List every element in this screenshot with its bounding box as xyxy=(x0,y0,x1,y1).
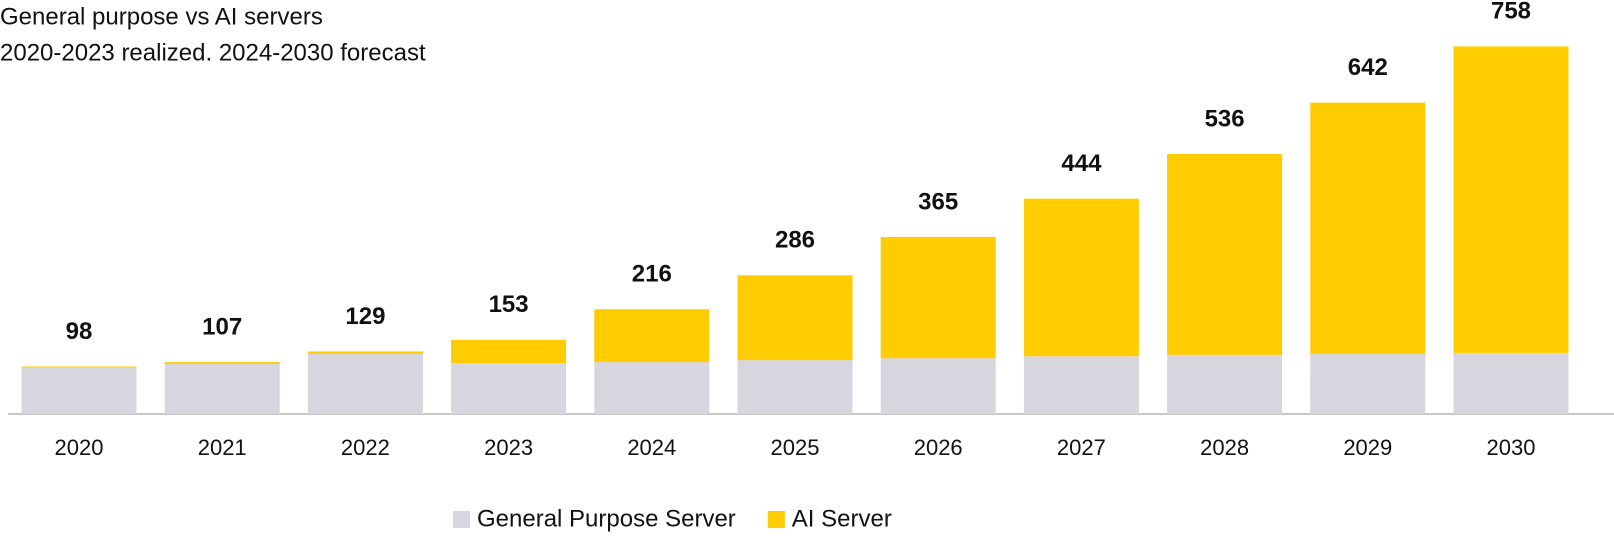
total-label: 444 xyxy=(1061,150,1102,177)
legend-swatch xyxy=(767,511,785,528)
x-tick-label: 2023 xyxy=(484,435,533,460)
x-tick-label: 2025 xyxy=(771,435,820,460)
bar-segment xyxy=(1310,102,1426,354)
total-label: 129 xyxy=(345,303,385,330)
x-tick-label: 2024 xyxy=(627,435,676,460)
bar-segment xyxy=(737,360,853,414)
total-label: 153 xyxy=(489,291,529,318)
bar-segment xyxy=(1023,356,1139,414)
bar-segment xyxy=(307,351,423,354)
x-tick-label: 2028 xyxy=(1200,435,1249,460)
total-label: 216 xyxy=(632,261,672,288)
x-tick-label: 2029 xyxy=(1343,435,1392,460)
bar-segment xyxy=(880,358,996,414)
bar-segment xyxy=(737,275,853,361)
bar-segment xyxy=(451,339,567,364)
x-tick-label: 2027 xyxy=(1057,435,1106,460)
legend-label: General Purpose Server xyxy=(477,505,736,532)
bar-segment xyxy=(1310,353,1426,414)
total-label: 758 xyxy=(1491,0,1531,25)
total-label: 536 xyxy=(1205,105,1245,132)
bar-segment xyxy=(21,367,137,414)
total-label: 107 xyxy=(202,313,242,340)
x-tick-label: 2022 xyxy=(341,435,390,460)
bar-segment xyxy=(1023,198,1139,357)
bar-segment xyxy=(1453,46,1569,353)
total-label: 98 xyxy=(66,318,93,345)
total-label: 365 xyxy=(918,188,958,215)
x-tick-label: 2030 xyxy=(1487,435,1536,460)
bar-segment xyxy=(451,363,567,414)
subtitle: General purpose vs AI servers xyxy=(0,3,323,30)
bar-segment xyxy=(307,353,423,414)
subtitle: 2020-2023 realized. 2024-2030 forecast xyxy=(0,39,426,66)
x-tick-label: 2020 xyxy=(55,435,104,460)
x-tick-label: 2021 xyxy=(198,435,247,460)
bar-segment xyxy=(1167,354,1283,414)
bar-segment xyxy=(1167,154,1283,355)
bar-segment xyxy=(21,366,137,368)
legend-label: AI Server xyxy=(792,505,892,532)
bar-segment xyxy=(164,364,280,414)
total-label: 286 xyxy=(775,227,815,254)
bar-segment xyxy=(594,362,710,414)
bar-segment xyxy=(880,236,996,359)
bar-segment xyxy=(164,362,280,365)
x-tick-label: 2026 xyxy=(914,435,963,460)
bar-segment xyxy=(594,309,710,363)
bar-segment xyxy=(1453,352,1569,414)
total-label: 642 xyxy=(1348,54,1388,81)
legend-swatch xyxy=(453,511,470,528)
